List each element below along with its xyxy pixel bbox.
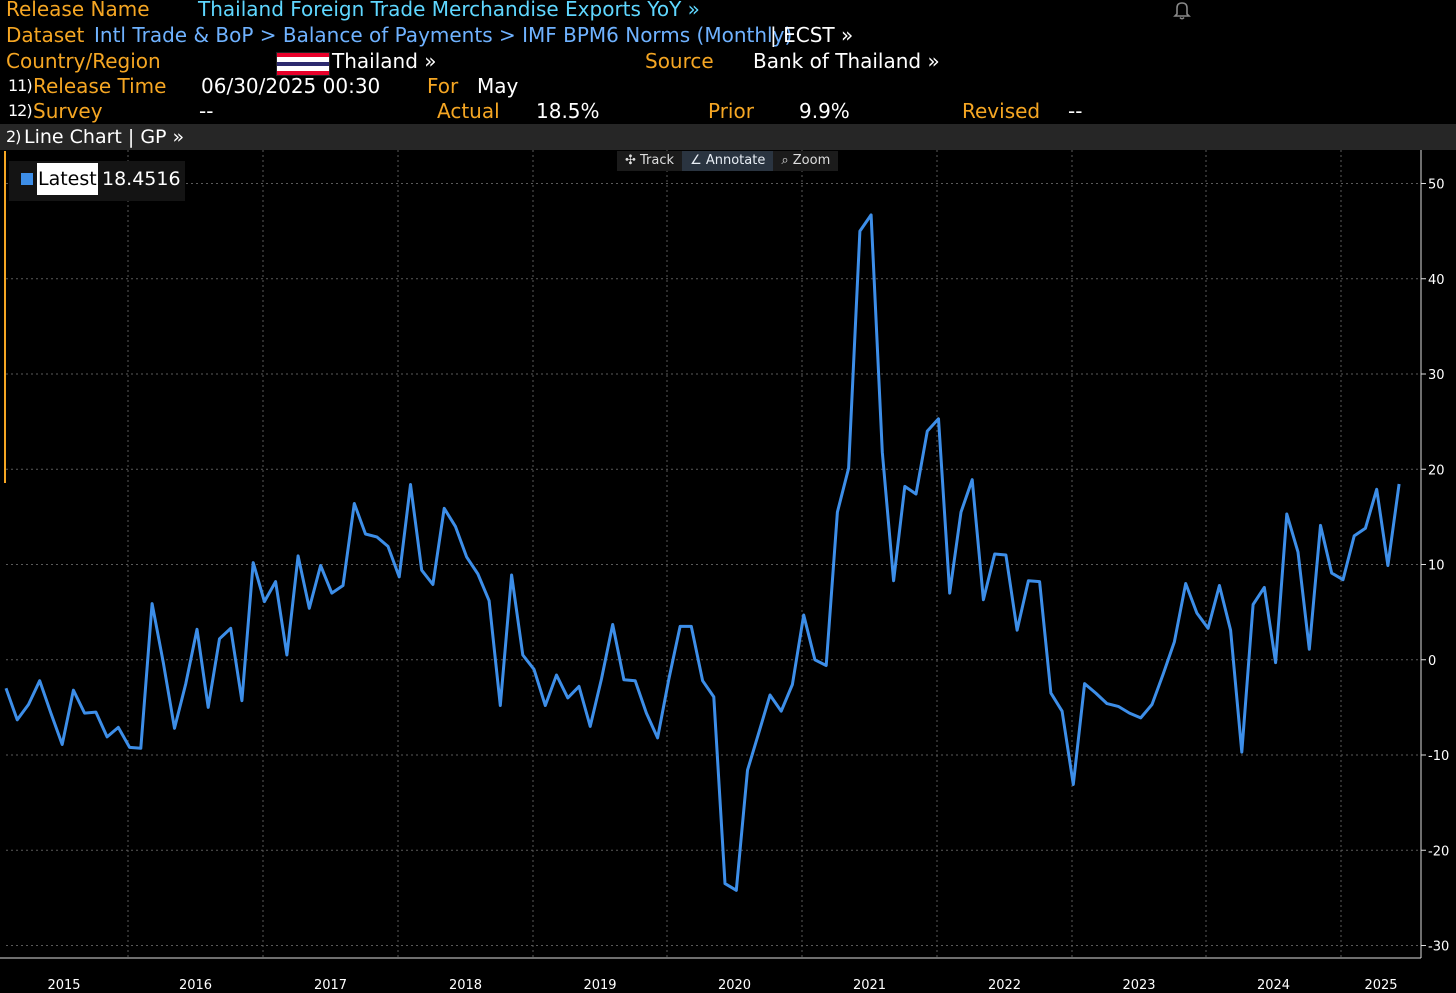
chart-toolbar: 2) Line Chart | GP » bbox=[0, 124, 1456, 150]
y-tick-label: 40 bbox=[1428, 273, 1445, 288]
thailand-flag-icon bbox=[276, 52, 330, 76]
line-chart-menu[interactable]: Line Chart | GP » bbox=[24, 126, 185, 148]
x-tick-label: 2024 bbox=[1257, 978, 1290, 993]
track-tool[interactable]: ✣ Track bbox=[625, 153, 675, 168]
y-tick-label: 50 bbox=[1428, 178, 1445, 193]
dataset-ecst-link[interactable]: | ECST » bbox=[770, 23, 854, 47]
annotate-tool-label: Annotate bbox=[705, 153, 766, 168]
release-name-link[interactable]: Thailand Foreign Trade Merchandise Expor… bbox=[198, 0, 700, 21]
revised-value: -- bbox=[1068, 99, 1083, 123]
y-tick-label: 0 bbox=[1428, 654, 1436, 669]
survey-label[interactable]: Survey bbox=[33, 99, 103, 123]
actual-value: 18.5% bbox=[536, 99, 600, 123]
actual-label: Actual bbox=[437, 99, 500, 123]
zoom-tool[interactable]: ⌕ Zoom bbox=[781, 153, 831, 168]
survey-number[interactable]: 12) bbox=[8, 101, 33, 120]
prior-value: 9.9% bbox=[799, 99, 850, 123]
x-tick-label: 2018 bbox=[449, 978, 482, 993]
track-tool-label: Track bbox=[640, 153, 675, 168]
chart-tools: ✣ Track ∠ Annotate ⌕ Zoom bbox=[617, 151, 839, 171]
x-tick-label: 2016 bbox=[179, 978, 212, 993]
x-tick-label: 2020 bbox=[718, 978, 751, 993]
source-label: Source bbox=[645, 49, 714, 73]
series-line-latest bbox=[4, 213, 1401, 892]
release-time-label[interactable]: Release Time bbox=[33, 74, 167, 98]
release-name-label: Release Name bbox=[6, 0, 150, 21]
legend-label: Latest bbox=[37, 163, 98, 195]
chart-toolbar-number[interactable]: 2) bbox=[6, 127, 21, 146]
chart-grid bbox=[6, 150, 1421, 958]
y-tick-label: 30 bbox=[1428, 368, 1445, 383]
line-chart[interactable]: 50 40 30 20 10 0 -10 -20 -30 2015 2016 2017 2018 2019… bbox=[0, 150, 1456, 993]
for-value: May bbox=[477, 74, 519, 98]
x-tick-label: 2022 bbox=[988, 978, 1021, 993]
country-link[interactable]: Thailand » bbox=[332, 49, 437, 73]
y-tick-label: -10 bbox=[1428, 749, 1449, 764]
x-tick-label: 2021 bbox=[853, 978, 886, 993]
release-time-number[interactable]: 11) bbox=[8, 76, 33, 95]
bell-icon[interactable] bbox=[1172, 0, 1192, 20]
legend-swatch bbox=[21, 173, 33, 185]
revised-label: Revised bbox=[962, 99, 1041, 123]
zoom-tool-label: Zoom bbox=[792, 153, 831, 168]
prior-label: Prior bbox=[708, 99, 754, 123]
x-tick-label: 2023 bbox=[1122, 978, 1155, 993]
left-accent-bar bbox=[4, 151, 6, 483]
y-tick-label: 20 bbox=[1428, 463, 1445, 478]
country-label: Country/Region bbox=[6, 49, 161, 73]
x-tick-label: 2019 bbox=[583, 978, 616, 993]
survey-value: -- bbox=[199, 99, 214, 123]
annotate-tool[interactable]: ∠ Annotate bbox=[682, 151, 774, 171]
y-tick-label: -20 bbox=[1428, 844, 1449, 859]
legend-value: 18.4516 bbox=[102, 168, 181, 190]
x-tick-label: 2025 bbox=[1364, 978, 1397, 993]
x-tick-label: 2015 bbox=[47, 978, 80, 993]
dataset-label: Dataset bbox=[6, 23, 85, 47]
chart-axes: 50 40 30 20 10 0 -10 -20 -30 2015 2016 2017 2018 2019… bbox=[0, 150, 1449, 993]
x-tick-label: 2017 bbox=[314, 978, 347, 993]
release-time-value: 06/30/2025 00:30 bbox=[201, 74, 381, 98]
security-header: Release Name Thailand Foreign Trade Merc… bbox=[0, 0, 1456, 126]
source-link[interactable]: Bank of Thailand » bbox=[753, 49, 940, 73]
y-tick-label: 10 bbox=[1428, 559, 1445, 574]
dataset-path-link[interactable]: Intl Trade & BoP > Balance of Payments >… bbox=[94, 23, 793, 47]
y-tick-label: -30 bbox=[1428, 940, 1449, 955]
for-label: For bbox=[427, 74, 459, 98]
chart-legend: Latest 18.4516 bbox=[9, 161, 185, 201]
